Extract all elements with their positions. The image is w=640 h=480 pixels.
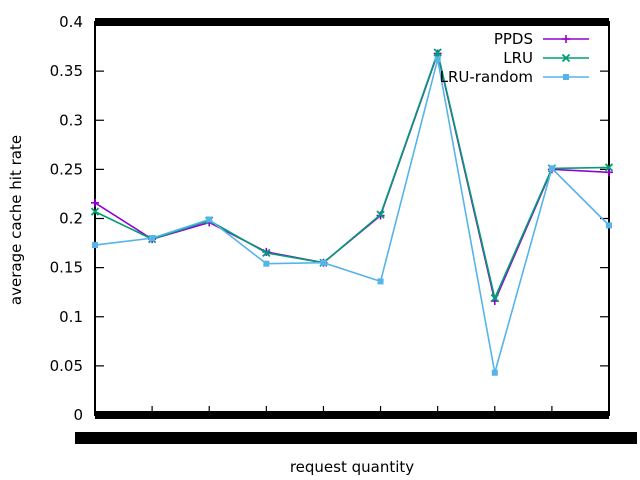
y-tick-label: 0.15 (50, 259, 83, 277)
y-tick-label: 0.4 (59, 13, 83, 31)
series-point (563, 74, 569, 80)
series-point (91, 198, 99, 207)
series-line (94, 49, 610, 301)
series-point (434, 56, 441, 63)
y-tick-label: 0.35 (50, 62, 83, 80)
series-line (94, 59, 610, 373)
y-tick-label: 0.3 (59, 111, 83, 129)
y-tick-label: 0.05 (50, 357, 83, 375)
y-tick-label: 0.25 (50, 160, 83, 178)
x-axis-ticks (75, 406, 637, 444)
series-point (149, 235, 156, 242)
series-point (377, 278, 384, 285)
y-axis-ticks: 0 0.05 0.1 0.15 0.2 0.25 0.3 0.35 0.4 (50, 13, 609, 424)
series-point (491, 369, 498, 376)
legend-label: PPDS (494, 30, 533, 48)
series-point (376, 210, 385, 219)
x-axis-label: request quantity (290, 458, 414, 476)
series-point (562, 35, 570, 43)
series-point (605, 168, 613, 177)
y-axis-label: average cache hit rate (7, 135, 25, 305)
y-tick-label: 0.2 (59, 210, 83, 228)
series-line (94, 50, 610, 304)
series-point (320, 259, 327, 266)
series-point (561, 53, 571, 63)
series-point (490, 293, 499, 303)
series-point (433, 48, 442, 57)
series-point (606, 222, 612, 229)
series-point (92, 242, 98, 249)
series-point (90, 207, 100, 216)
x-tick-label-band (75, 432, 637, 444)
series-lru-random (92, 56, 612, 376)
series-point (262, 248, 271, 258)
y-tick-label: 0 (73, 406, 83, 424)
legend-label: LRU-random (440, 68, 533, 86)
legend-label: LRU (503, 49, 533, 67)
series-point (263, 260, 270, 267)
series-point (548, 165, 555, 172)
y-tick-label: 0.1 (59, 308, 83, 326)
series-layer (90, 48, 614, 376)
series-point (206, 216, 213, 223)
series-lru (90, 48, 614, 303)
series-point (604, 163, 614, 172)
series-ppds (91, 49, 613, 306)
